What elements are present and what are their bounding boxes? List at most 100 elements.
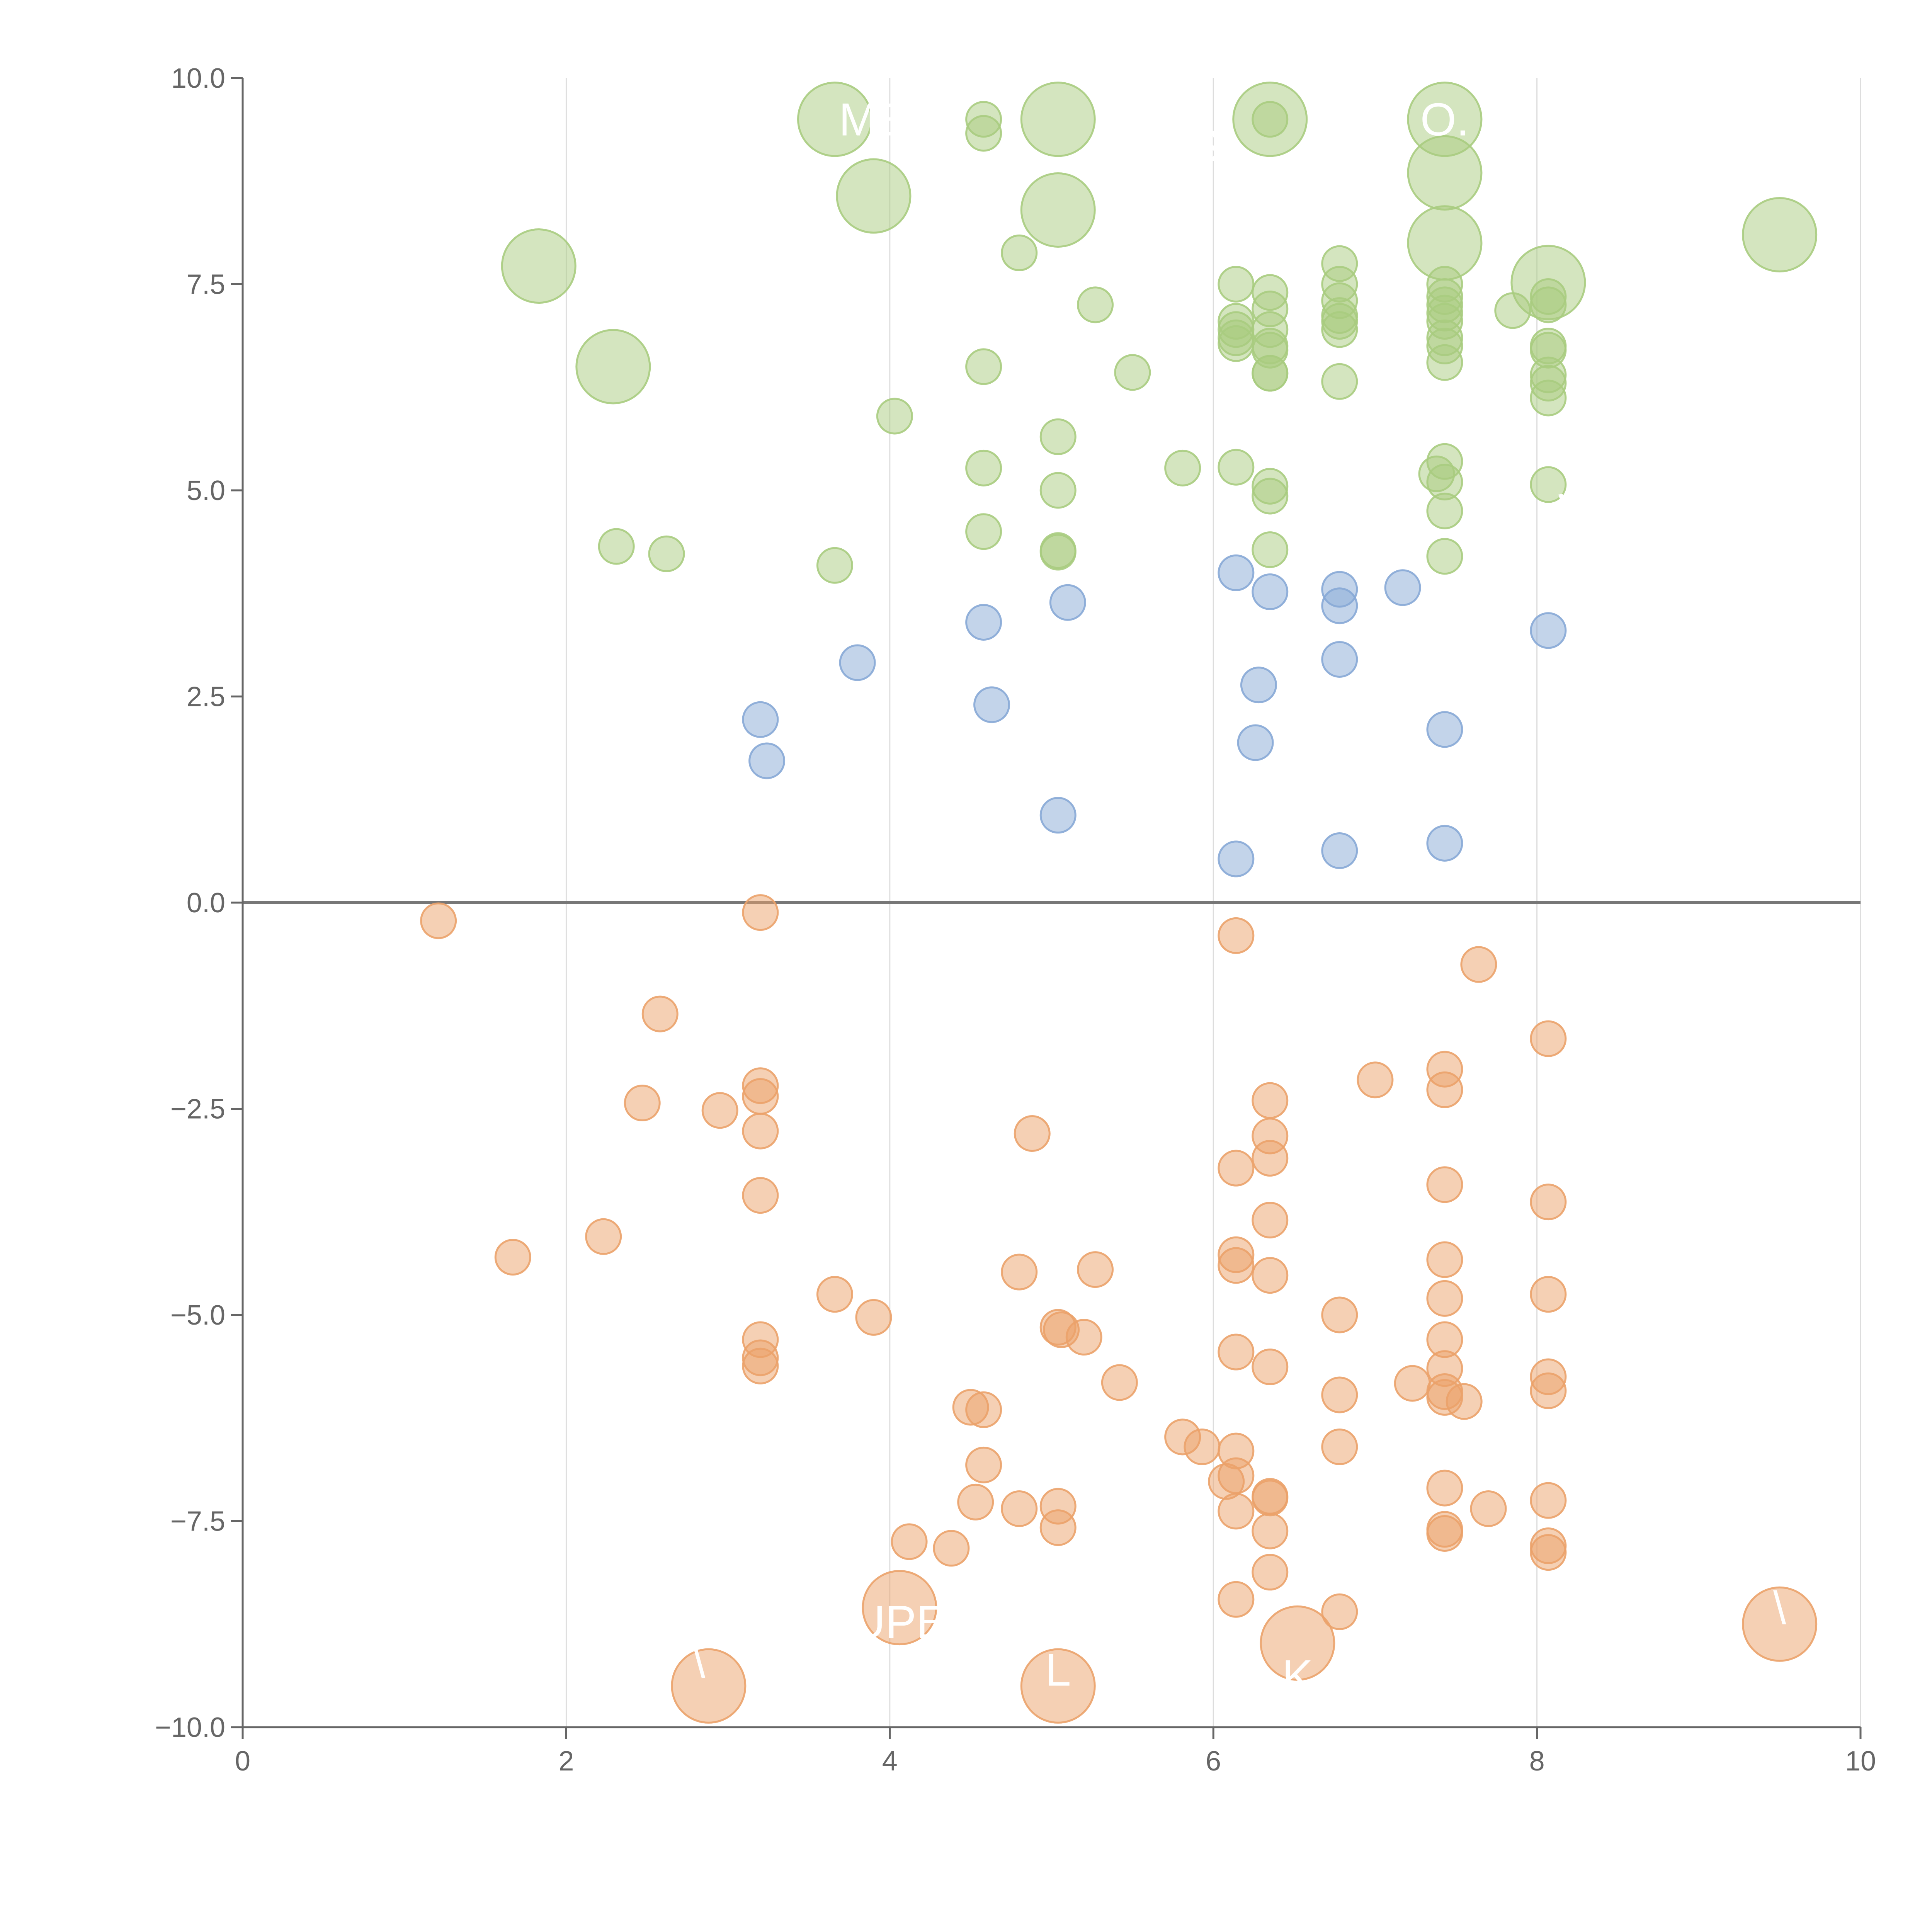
annotations: ME S O. UPE K L \ J \ [692,94,1786,1702]
point-orange-42 [1218,1333,1255,1371]
x-tick-label-3: 6 [1206,1746,1221,1777]
point-orange-32 [1530,1276,1567,1313]
point-green-70 [648,535,685,572]
point-blue-6 [965,604,1002,641]
point-green-61 [1252,478,1289,515]
point-orange-79 [933,1530,970,1567]
point-blue-12 [748,742,786,779]
point-orange-71 [1426,1469,1463,1507]
point-green-71 [816,547,853,584]
annotation-label-0: ME [839,94,908,146]
point-orange-5 [1530,1020,1567,1057]
point-orange-69 [1039,1509,1077,1546]
x-tick-label-0: 0 [235,1746,250,1777]
point-green-2 [965,115,1002,152]
annotation-label-8: \ [1773,1582,1786,1634]
point-orange-9 [701,1092,738,1129]
y-tick-label-7: −7.5 [170,1506,225,1537]
point-orange-73 [1426,1515,1463,1552]
point-orange-65 [1252,1512,1289,1549]
point-green-39 [1321,363,1358,400]
point-orange-53 [1321,1376,1358,1413]
point-green-69 [598,528,635,565]
point-green-15 [575,329,651,405]
point-blue-10 [1240,667,1277,704]
axes: 0 2 4 6 8 10 10.0 7.5 5.0 2.5 0.0 −2.5 −5.0 −7.5 −10.0 [155,63,1876,1777]
y-tick-label-6: −5.0 [170,1300,225,1331]
point-orange-26 [1218,1247,1255,1284]
point-orange-18 [1014,1115,1051,1152]
point-green-11 [501,228,577,304]
point-orange-14 [1252,1082,1289,1119]
point-green-57 [1039,472,1077,509]
x-tick-label-4: 8 [1529,1746,1545,1777]
x-tick-label-5: 10 [1845,1746,1876,1777]
point-blue-16 [1039,797,1077,834]
point-orange-66 [957,1483,994,1520]
point-orange-81 [1218,1581,1255,1618]
point-blue-0 [1218,554,1255,591]
point-orange-20 [1426,1166,1463,1203]
point-orange-28 [1001,1253,1038,1291]
point-green-67 [1426,538,1463,575]
point-orange-55 [965,1391,1002,1428]
point-blue-1 [1252,573,1289,610]
annotation-label-6: \ [692,1636,706,1687]
point-orange-19 [742,1177,779,1214]
point-orange-64 [1252,1480,1289,1517]
point-blue-14 [1237,724,1274,761]
point-orange-35 [1321,1296,1358,1333]
point-orange-78 [891,1523,928,1560]
point-green-56 [965,449,1002,486]
annotation-label-2: O. [1420,94,1469,146]
point-orange-82 [1321,1593,1358,1630]
point-orange-84 [1260,1605,1335,1681]
point-blue-18 [1321,832,1358,869]
point-orange-13 [1426,1071,1463,1108]
point-orange-34 [855,1299,892,1336]
point-blue-9 [1321,641,1358,678]
point-orange-10 [742,1112,779,1150]
point-blue-11 [742,701,779,738]
point-blue-7 [1049,584,1086,621]
y-tick-label-5: −2.5 [170,1094,225,1125]
point-orange-21 [1530,1184,1567,1221]
point-orange-29 [1077,1251,1114,1288]
point-orange-30 [1426,1241,1463,1278]
point-orange-17 [1218,1150,1255,1187]
y-tick-label-3: 2.5 [187,682,225,713]
point-blue-17 [1218,840,1255,878]
point-orange-75 [1530,1482,1567,1519]
point-orange-74 [1470,1490,1507,1527]
point-orange-80 [1252,1554,1289,1591]
point-orange-48 [1446,1383,1483,1420]
point-orange-23 [585,1218,622,1255]
point-blue-13 [973,686,1010,723]
point-green-12 [1001,234,1038,271]
point-green-7 [836,158,912,234]
point-blue-8 [839,644,876,681]
point-orange-70 [1218,1493,1255,1530]
point-green-0 [797,82,872,157]
point-orange-8 [624,1085,661,1122]
point-green-48 [1494,292,1531,329]
point-green-18 [965,348,1002,385]
y-tick-label-8: −10.0 [155,1712,225,1743]
point-orange-52 [1101,1364,1138,1401]
point-green-58 [1164,449,1201,486]
point-orange-33 [816,1276,853,1313]
point-green-38 [1321,311,1358,348]
point-green-5 [1252,101,1289,138]
point-green-21 [1218,266,1255,303]
point-green-68 [1530,466,1567,503]
annotation-label-1: S [1190,120,1221,172]
point-green-62 [1252,531,1289,568]
y-tick-label-0: 10.0 [171,63,225,94]
point-blue-5 [1530,612,1567,649]
point-green-66 [1426,492,1463,529]
point-green-17 [1114,354,1151,391]
point-orange-41 [742,1347,779,1384]
point-orange-51 [1530,1372,1567,1409]
annotation-label-3: UPE [852,1596,947,1648]
